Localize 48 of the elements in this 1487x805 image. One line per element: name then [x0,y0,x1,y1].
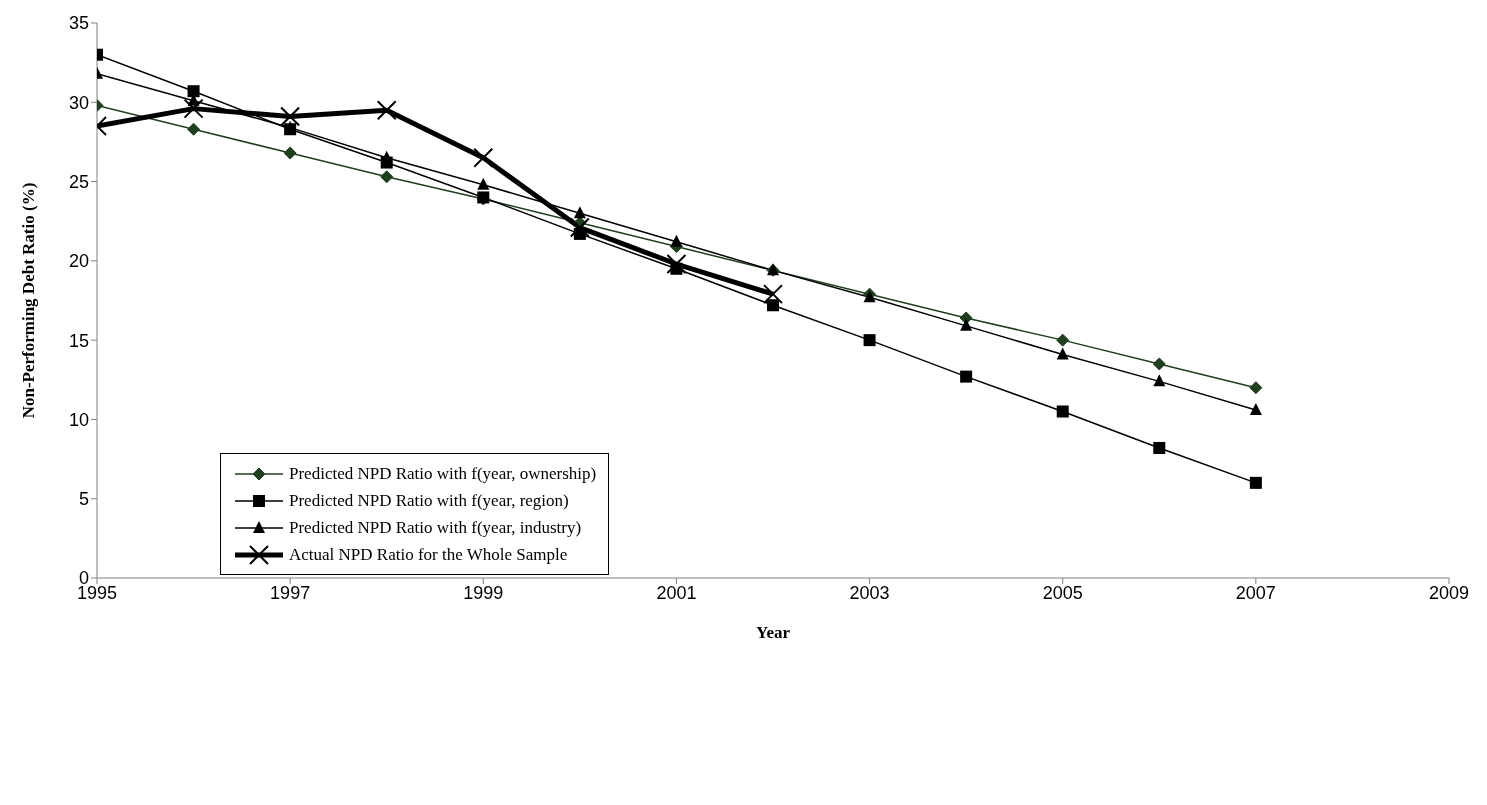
point [863,334,876,347]
y-tick-label: 10 [68,409,89,430]
x-tick-label: 1999 [463,582,504,603]
legend-label: Predicted NPD Ratio with f(year, industry) [289,517,582,538]
x-tick-label: 1997 [270,582,311,603]
point [960,370,973,383]
point [283,146,297,160]
point [1249,476,1262,489]
legend-label: Actual NPD Ratio for the Whole Sample [289,544,568,565]
point [380,150,393,163]
point [477,177,490,190]
point [569,217,590,238]
point [183,98,204,119]
point [1056,405,1069,418]
x-tick-label: 2001 [656,582,697,603]
y-axis-title: Non-Performing Debt Ratio (%) [19,182,39,419]
point [187,122,201,136]
point [573,206,586,219]
y-tick-label: 30 [68,92,89,113]
x-tick-label: 2003 [849,582,890,603]
x-tick-label: 2009 [1428,582,1470,603]
point [670,234,683,247]
y-tick-label: 15 [68,330,89,351]
point [280,106,301,127]
point [1249,381,1263,395]
point [1152,357,1166,371]
point [1153,374,1166,387]
y-tick-label: 25 [68,171,89,192]
x-axis-title: Year [756,623,791,642]
y-tick-label: 5 [78,489,89,510]
legend-label: Predicted NPD Ratio with f(year, region) [289,490,569,511]
point [380,170,394,184]
point [1056,347,1069,360]
x-tick-label: 2007 [1235,582,1276,603]
point [376,100,397,121]
point [767,299,779,312]
y-tick-label: 35 [68,13,89,34]
point [666,254,687,275]
point [1153,441,1166,454]
x-tick-label: 2005 [1042,582,1083,603]
point [1249,402,1262,415]
point [1056,333,1070,347]
point [763,284,783,305]
point [187,85,200,98]
point [960,318,973,331]
legend-label: Predicted NPD Ratio with f(year, ownership) [289,463,597,484]
y-tick-label: 20 [68,251,89,272]
point [473,147,494,168]
